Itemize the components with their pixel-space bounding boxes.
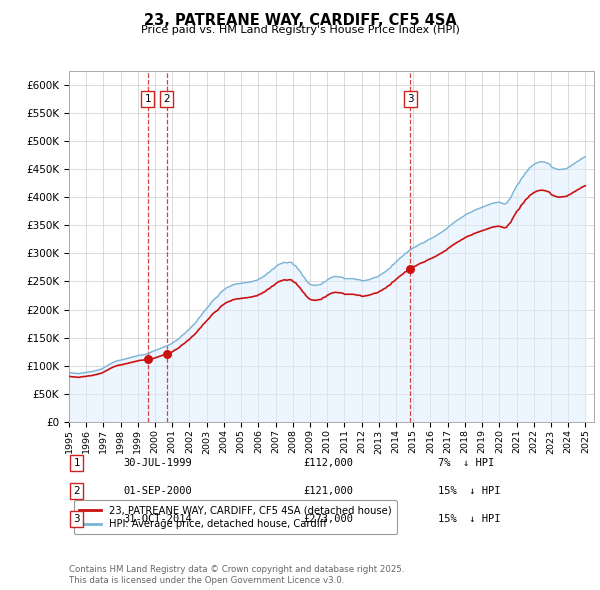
Text: 30-JUL-1999: 30-JUL-1999 — [123, 458, 192, 468]
Text: 7%  ↓ HPI: 7% ↓ HPI — [438, 458, 494, 468]
Text: Contains HM Land Registry data © Crown copyright and database right 2025.
This d: Contains HM Land Registry data © Crown c… — [69, 565, 404, 585]
Text: 3: 3 — [407, 94, 413, 104]
Text: 2: 2 — [163, 94, 170, 104]
Text: Price paid vs. HM Land Registry's House Price Index (HPI): Price paid vs. HM Land Registry's House … — [140, 25, 460, 35]
Text: 01-SEP-2000: 01-SEP-2000 — [123, 486, 192, 496]
Text: 1: 1 — [73, 458, 80, 468]
Legend: 23, PATREANE WAY, CARDIFF, CF5 4SA (detached house), HPI: Average price, detache: 23, PATREANE WAY, CARDIFF, CF5 4SA (deta… — [74, 500, 397, 535]
Point — [143, 354, 152, 363]
Text: 1: 1 — [145, 94, 151, 104]
Text: £273,000: £273,000 — [303, 514, 353, 524]
Text: 15%  ↓ HPI: 15% ↓ HPI — [438, 514, 500, 524]
Text: 15%  ↓ HPI: 15% ↓ HPI — [438, 486, 500, 496]
Text: 3: 3 — [73, 514, 80, 524]
Point — [406, 264, 415, 273]
Point — [162, 349, 172, 359]
Text: 2: 2 — [73, 486, 80, 496]
Text: 31-OCT-2014: 31-OCT-2014 — [123, 514, 192, 524]
Text: £112,000: £112,000 — [303, 458, 353, 468]
Text: 23, PATREANE WAY, CARDIFF, CF5 4SA: 23, PATREANE WAY, CARDIFF, CF5 4SA — [143, 13, 457, 28]
Text: £121,000: £121,000 — [303, 486, 353, 496]
